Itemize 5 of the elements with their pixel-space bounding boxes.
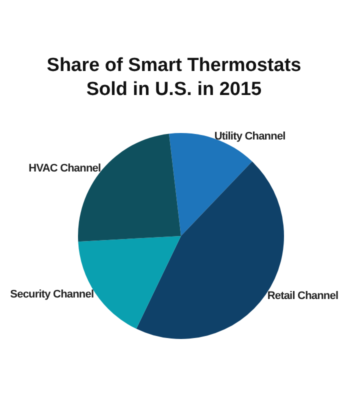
- slice-label: HVAC Channel: [28, 162, 102, 174]
- slice-label: Utility Channel: [214, 130, 286, 142]
- chart-title: Share of Smart Thermostats Sold in U.S. in 2015: [46, 54, 302, 102]
- slice-label: Retail Channel: [267, 290, 338, 302]
- slice-label: Security Channel: [10, 288, 94, 300]
